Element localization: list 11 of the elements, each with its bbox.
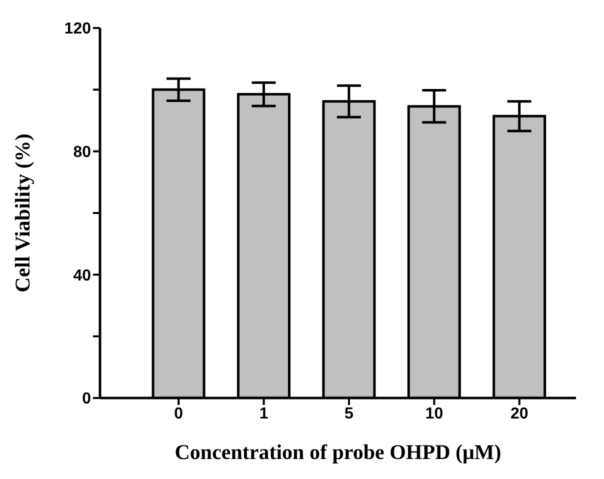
y-tick-label: 0	[82, 390, 92, 408]
x-tick-label: 5	[344, 405, 354, 422]
y-axis-title: Cell Viability (%)	[10, 134, 34, 292]
y-tick-label: 80	[73, 144, 92, 162]
x-tick-label: 20	[510, 405, 528, 422]
y-tick-label: 120	[64, 20, 92, 38]
x-tick-label: 10	[425, 405, 444, 422]
x-axis-title: Concentration of probe OHPD (μM)	[174, 440, 502, 464]
x-tick-label: 0	[174, 405, 184, 422]
y-tick-label: 40	[73, 267, 92, 284]
x-tick-label: 1	[259, 405, 268, 422]
